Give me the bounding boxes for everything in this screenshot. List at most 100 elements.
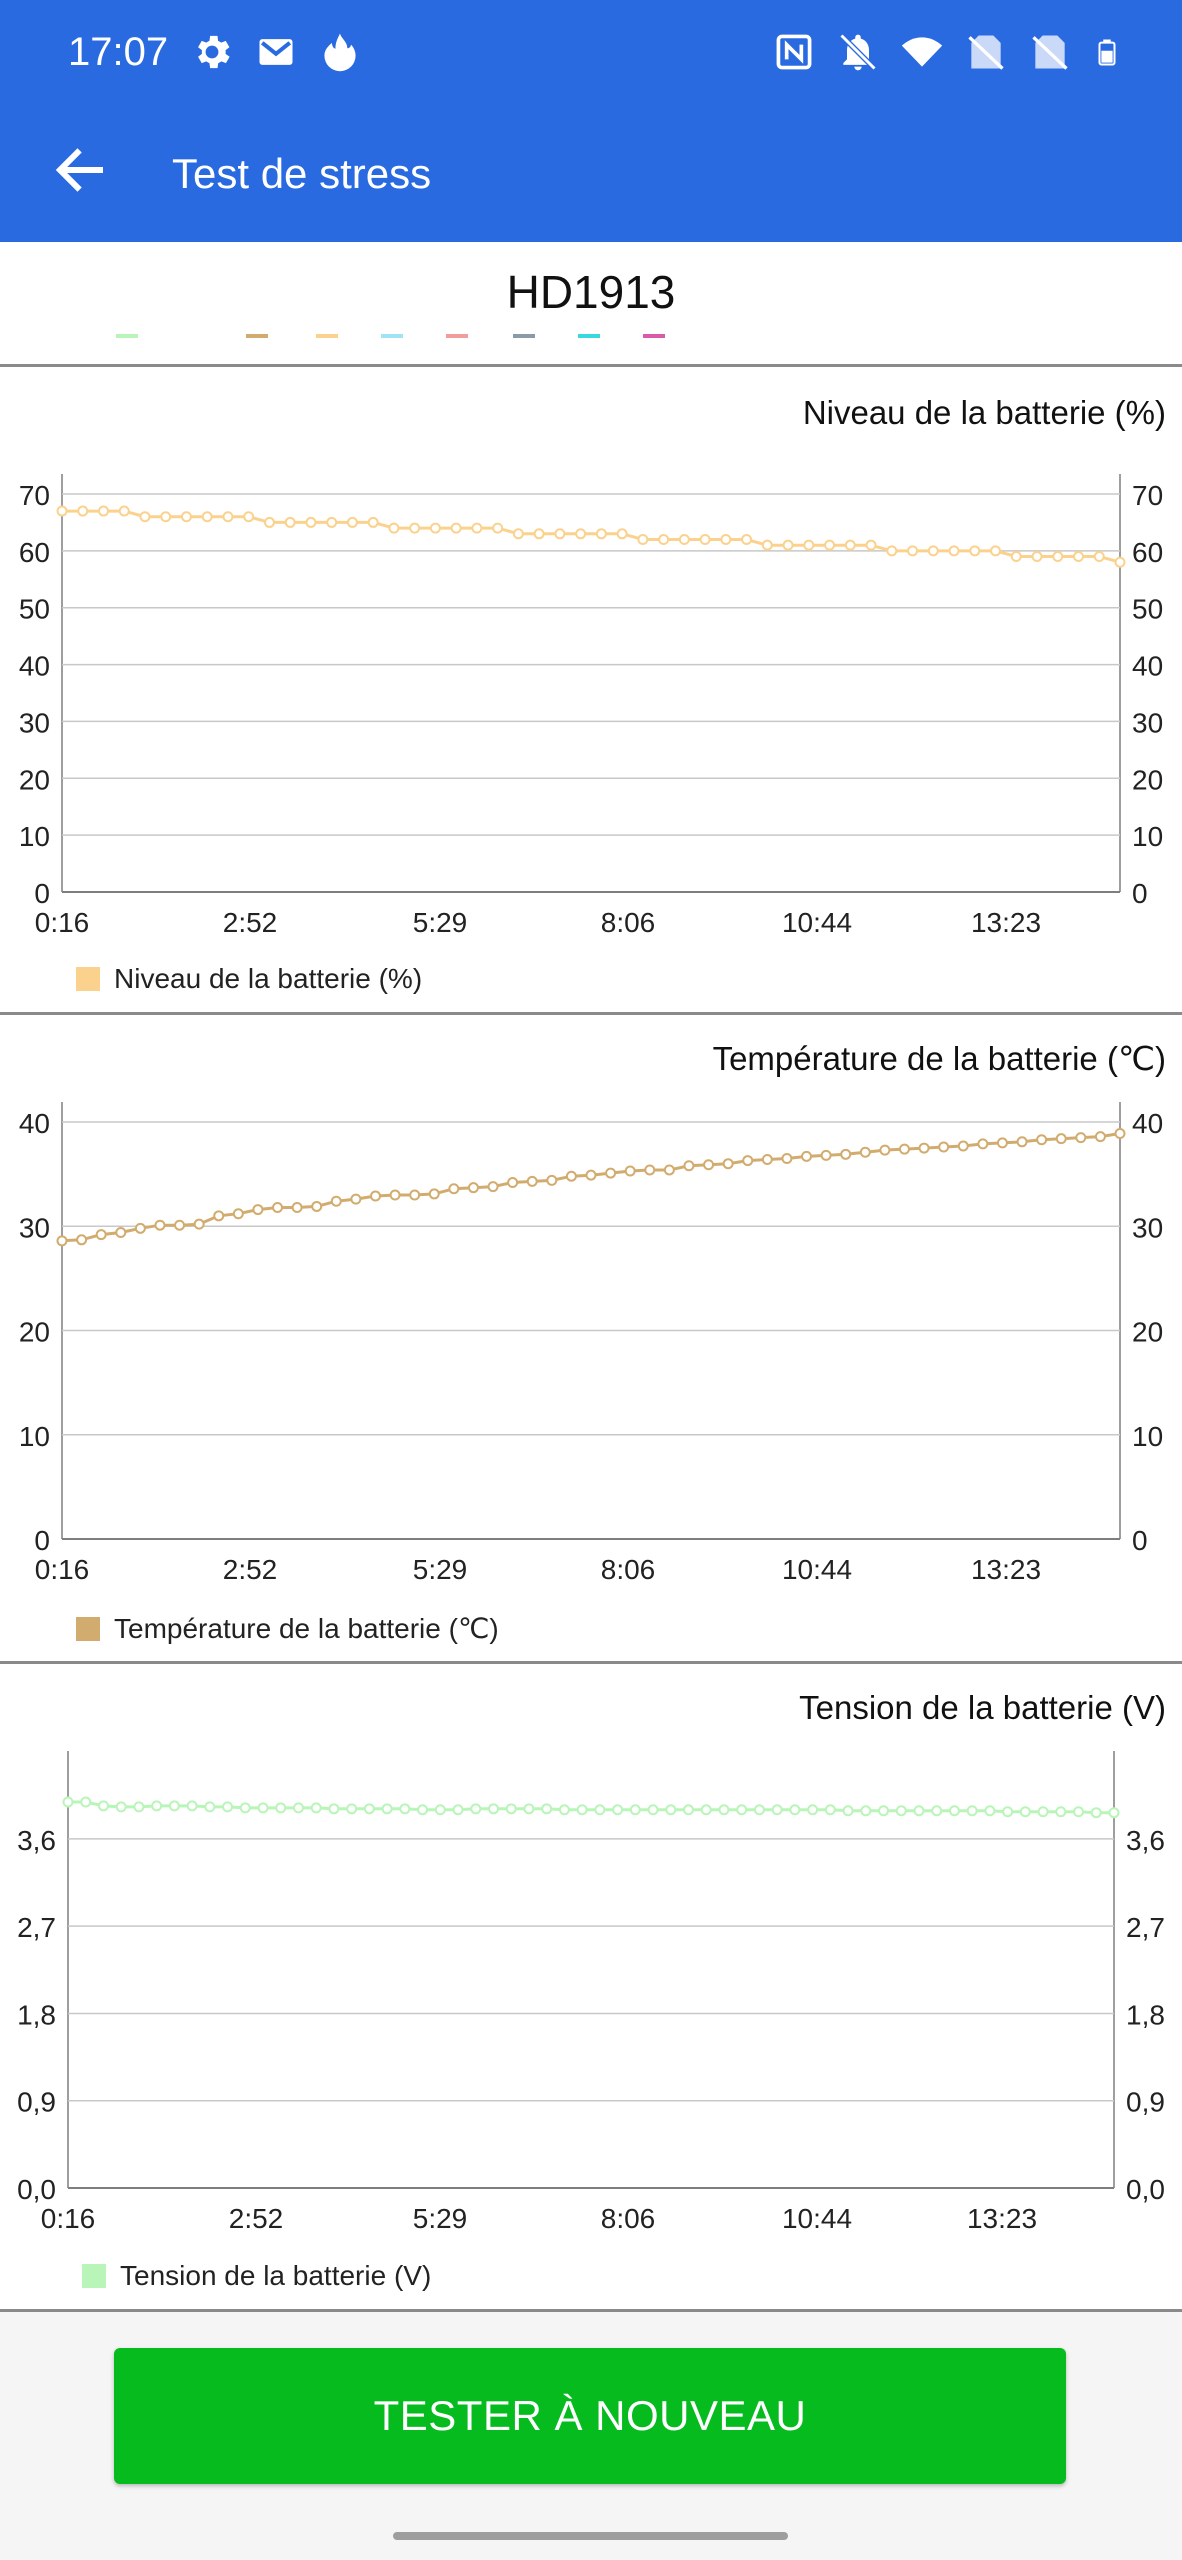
data-point [789,1804,801,1816]
y-tick-label-right: 60 [1132,537,1163,568]
x-tick-label: 5:29 [413,1554,468,1585]
data-point [272,1201,284,1213]
data-point [663,1164,675,1176]
data-point [840,1148,852,1160]
legend-swatch [82,2264,106,2288]
data-point [860,1805,872,1817]
data-point [948,545,960,557]
y-tick-label-left: 50 [19,594,50,625]
data-point [977,1138,989,1150]
data-point [1108,1807,1120,1819]
data-point [741,533,753,545]
data-point [139,511,151,523]
mail-icon [259,39,293,65]
data-point [134,1222,146,1234]
data-point [62,1796,74,1808]
data-point [718,1804,730,1816]
data-point [201,511,213,523]
divider [0,1661,1182,1664]
battery-voltage-plot: 0,0 0,0 0,9 0,9 1,8 1,8 2,7 2,7 3,6 3,6 0:16 2:52 5:… [17,1751,1165,2234]
data-point [595,528,607,540]
data-point [565,1170,577,1182]
data-point [703,1159,715,1171]
data-point [363,1803,375,1815]
y-tick-label-right: 0 [1132,878,1148,909]
data-point [388,522,400,534]
data-point [115,1227,127,1239]
chart-title: Niveau de la batterie (%) [802,394,1166,431]
y-tick-label-left: 10 [19,821,50,852]
status-time: 17:07 [68,30,169,74]
battery-voltage-chart: Tension de la batterie (V) 0,0 0,0 0,9 0,9 1… [0,1664,1182,2304]
data-point [275,1802,287,1814]
data-point [168,1800,180,1812]
y-tick-label-left: 0 [34,1525,50,1556]
y-tick-label-right: 30 [1132,707,1163,738]
data-point [665,1804,677,1816]
data-point [417,1804,429,1816]
data-point [1019,1806,1031,1818]
x-tick-label: 0:16 [35,907,90,938]
y-tick-label-left: 0 [34,878,50,909]
data-point [678,533,690,545]
data-point [865,539,877,551]
x-tick-label: 10:44 [782,2203,852,2234]
data-point [526,1175,538,1187]
data-point [720,533,732,545]
retest-button[interactable]: TESTER À NOUVEAU [114,2348,1066,2484]
data-point [996,1137,1008,1149]
data-point [204,1801,216,1813]
data-point [1073,1806,1085,1818]
data-point [263,516,275,528]
data-point [637,533,649,545]
y-tick-label-right: 40 [1132,1108,1163,1139]
y-tick-label-right: 70 [1132,480,1163,511]
arrow-back-icon[interactable] [50,140,110,200]
gear-icon [198,35,230,69]
battery-level-plot: 0 0 10 10 20 20 30 30 40 40 50 50 60 60 70 70 0:16 2:52 5:… [19,474,1163,938]
x-tick-label: 8:06 [601,907,656,938]
data-point [554,528,566,540]
y-tick-label-right: 20 [1132,764,1163,795]
data-point [328,1803,340,1815]
x-tick-label: 2:52 [223,907,278,938]
x-tick-label: 8:06 [601,2203,656,2234]
data-point [80,1796,92,1808]
data-point [97,505,109,517]
legend-label: Tension de la batterie (V) [120,2260,432,2291]
legend-swatch [76,967,100,991]
y-tick-label-right: 0 [1132,1525,1148,1556]
data-point [367,516,379,528]
data-point [470,1803,482,1815]
data-point [546,1174,558,1186]
data-point [576,1804,588,1816]
data-point [644,1164,656,1176]
data-point [310,1802,322,1814]
device-name: HD1913 [506,266,676,318]
data-point [492,522,504,534]
data-point [252,1204,264,1216]
data-point [1031,551,1043,563]
data-point [1010,551,1022,563]
y-tick-label-right: 40 [1132,651,1163,682]
data-point [879,1144,891,1156]
y-tick-label-left: 30 [19,1212,50,1243]
data-point [452,1804,464,1816]
data-point [56,505,68,517]
data-point [399,1803,411,1815]
data-point [434,1804,446,1816]
data-point [180,511,192,523]
wifi-icon [901,37,943,67]
data-point [918,1142,930,1154]
x-tick-label: 0:16 [41,2203,96,2234]
data-point [886,545,898,557]
data-point [291,1201,303,1213]
data-point [859,1146,871,1158]
data-point [1055,1133,1067,1145]
data-point [326,516,338,528]
data-point [1016,1136,1028,1148]
data-point [56,1235,68,1247]
home-indicator[interactable] [393,2532,788,2540]
data-point [700,1804,712,1816]
data-point [966,1805,978,1817]
